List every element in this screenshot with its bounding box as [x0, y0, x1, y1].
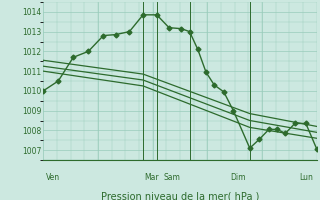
- Text: Sam: Sam: [164, 173, 180, 182]
- Text: Dim: Dim: [231, 173, 246, 182]
- Text: Lun: Lun: [299, 173, 313, 182]
- Text: Pression niveau de la mer( hPa ): Pression niveau de la mer( hPa ): [101, 192, 259, 200]
- Text: Mar: Mar: [144, 173, 159, 182]
- Text: Ven: Ven: [46, 173, 60, 182]
